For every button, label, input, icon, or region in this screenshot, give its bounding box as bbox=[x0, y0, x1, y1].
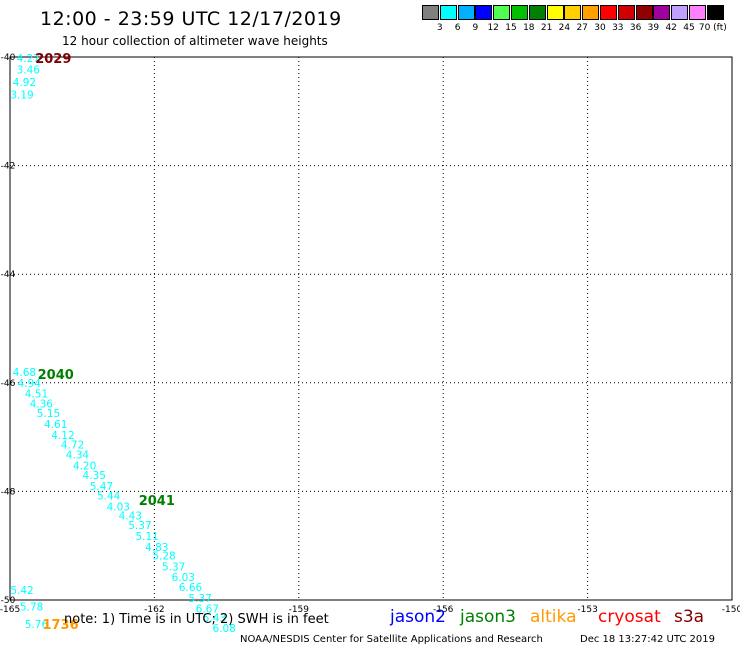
satellite-legend-item: altika bbox=[530, 607, 577, 627]
pass-time-label: 2040 bbox=[38, 368, 74, 383]
data-point-label: 5.28 bbox=[152, 550, 175, 562]
color-scale-label: 39 bbox=[647, 23, 660, 33]
color-scale-swatch bbox=[493, 5, 511, 20]
data-point-label: 4.92 bbox=[13, 77, 36, 89]
color-scale-swatch bbox=[546, 5, 564, 20]
color-scale-swatch bbox=[689, 5, 706, 20]
color-scale-label: 45 bbox=[683, 23, 695, 33]
color-scale-swatch bbox=[439, 5, 457, 20]
color-scale-swatch bbox=[422, 5, 439, 20]
color-scale-swatch bbox=[635, 5, 653, 20]
x-tick-label: -150 bbox=[722, 605, 740, 615]
footer-timestamp: Dec 18 13:27:42 UTC 2019 bbox=[580, 634, 715, 645]
y-tick-label: -50 bbox=[1, 596, 16, 606]
pass-time-label: 2041 bbox=[139, 494, 175, 509]
y-tick-label: -48 bbox=[1, 487, 16, 497]
data-point-label: 3.19 bbox=[10, 89, 33, 101]
color-scale-swatch bbox=[457, 5, 475, 20]
color-scale-swatch bbox=[564, 5, 582, 20]
data-point-label: 5.42 bbox=[10, 585, 33, 597]
data-point-label: 5.44 bbox=[97, 491, 121, 503]
pass-time-label: 2029 bbox=[35, 52, 71, 67]
color-scale-label: 9 bbox=[472, 23, 479, 33]
color-scale-label: 15 bbox=[505, 23, 517, 33]
data-point-label: 6.66 bbox=[179, 582, 203, 594]
color-scale-swatch bbox=[582, 5, 600, 20]
data-point-label: 3.46 bbox=[17, 64, 41, 76]
data-point-label: 4.68 bbox=[13, 367, 36, 379]
color-scale-swatch bbox=[706, 5, 724, 20]
data-point-label: 4.61 bbox=[44, 419, 67, 431]
x-tick-label: -165 bbox=[0, 605, 20, 615]
footer-note: note: 1) Time is in UTC; 2) SWH is in fe… bbox=[64, 612, 329, 627]
x-tick-label: -159 bbox=[289, 605, 310, 615]
y-tick-label: -42 bbox=[1, 162, 16, 172]
data-point-label: 4.51 bbox=[25, 389, 48, 401]
data-point-label: 4.20 bbox=[73, 460, 96, 472]
color-scale-swatch bbox=[528, 5, 546, 20]
data-point-label: 4.94 bbox=[18, 378, 42, 390]
color-scale-swatch bbox=[475, 5, 493, 20]
data-point-label: 4.35 bbox=[83, 470, 106, 482]
data-point-label: 5.43 bbox=[203, 612, 226, 624]
color-scale-label: 21 bbox=[540, 23, 553, 33]
chart-title: 12:00 - 23:59 UTC 12/17/2019 bbox=[40, 8, 342, 30]
data-point-label: 5.11 bbox=[135, 531, 158, 543]
data-point-label: 5.37 bbox=[128, 520, 151, 532]
color-scale-label: 12 bbox=[487, 23, 499, 33]
satellite-legend-item: jason3 bbox=[460, 607, 516, 627]
color-scale-label: 18 bbox=[523, 23, 535, 33]
satellite-legend-item: s3a bbox=[674, 607, 705, 627]
data-point-label: 5.37 bbox=[162, 561, 185, 573]
x-tick-label: -162 bbox=[144, 605, 164, 615]
x-tick-label: -153 bbox=[577, 605, 597, 615]
data-point-label: 4.12 bbox=[51, 430, 74, 442]
x-tick-label: -156 bbox=[433, 605, 454, 615]
color-scale-label: 27 bbox=[576, 23, 588, 33]
chart-subtitle: 12 hour collection of altimeter wave hei… bbox=[62, 34, 328, 48]
data-point-label: 6.67 bbox=[196, 604, 219, 616]
color-scale-label: 6 bbox=[454, 23, 461, 33]
data-point-label: 5.76 bbox=[25, 619, 49, 631]
pass-time-label: 1736 bbox=[42, 618, 78, 633]
color-scale-swatch bbox=[653, 5, 671, 20]
data-point-label: 4.34 bbox=[66, 449, 90, 461]
y-tick-label: -40 bbox=[1, 53, 16, 63]
color-scale-label: 33 bbox=[612, 23, 624, 33]
color-scale-swatch bbox=[617, 5, 635, 20]
color-scale-swatch bbox=[600, 5, 617, 20]
data-point-label: 5.15 bbox=[37, 408, 60, 420]
data-point-label: 5.37 bbox=[188, 593, 211, 605]
color-scale-label: 3 bbox=[436, 23, 443, 33]
y-tick-label: -44 bbox=[1, 270, 16, 280]
data-point-label: 6.03 bbox=[172, 572, 195, 584]
color-scale-swatch bbox=[671, 5, 689, 20]
data-point-label: 5.47 bbox=[90, 481, 113, 493]
color-scale-label: 70 (ft) bbox=[698, 23, 727, 33]
satellite-legend-item: cryosat bbox=[598, 607, 661, 627]
satellite-legend-item: jason2 bbox=[390, 607, 446, 627]
data-point-label: 5.78 bbox=[20, 602, 43, 614]
color-scale-label: 24 bbox=[558, 23, 571, 33]
plot-frame bbox=[9, 56, 733, 601]
data-point-label: 4.43 bbox=[119, 510, 142, 522]
data-point-label: 4.03 bbox=[107, 502, 130, 514]
footer-credit: NOAA/NESDIS Center for Satellite Applica… bbox=[240, 634, 543, 645]
color-scale-label: 30 bbox=[594, 23, 606, 33]
color-scale-label: 36 bbox=[629, 23, 642, 33]
data-point-label: 4.27 bbox=[17, 53, 40, 65]
data-point-label: 6.08 bbox=[212, 623, 235, 635]
data-point-label: 4.72 bbox=[61, 440, 84, 452]
data-point-label: 4.83 bbox=[145, 542, 168, 554]
y-tick-label: -46 bbox=[1, 379, 16, 389]
color-scale-swatch bbox=[511, 5, 528, 20]
data-point-label: 4.36 bbox=[30, 398, 54, 410]
color-scale-label: 42 bbox=[665, 23, 677, 33]
